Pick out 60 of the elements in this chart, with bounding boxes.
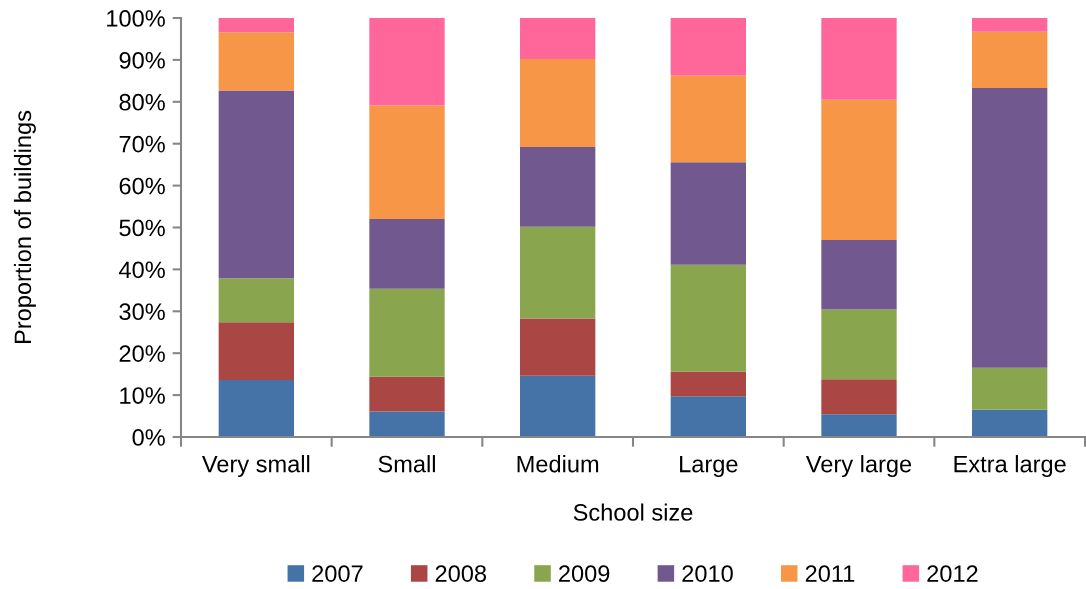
- bar: [218, 90, 294, 279]
- x-tick-label: Very large: [805, 455, 912, 478]
- x-tick-label: Large: [680, 455, 738, 478]
- bar: [972, 87, 1048, 368]
- bar: [972, 409, 1048, 437]
- y-tick-label: 0%: [132, 429, 165, 446]
- legend-label: 2009: [559, 565, 610, 582]
- x-tick-label: Extra large: [954, 455, 1066, 478]
- bar: [670, 264, 746, 372]
- bar: [369, 18, 445, 106]
- bar: [972, 31, 1048, 88]
- bar: [520, 18, 596, 60]
- y-axis-title: Proportion of buildings: [13, 110, 36, 344]
- y-tick-label: 20%: [119, 345, 165, 362]
- y-tick-label: 10%: [120, 387, 165, 404]
- legend-label: 2008: [435, 565, 487, 582]
- legend-label: 2011: [805, 565, 855, 582]
- bar: [670, 396, 746, 437]
- legend-label: 2010: [682, 565, 733, 582]
- bar: [520, 226, 596, 319]
- bar: [821, 309, 897, 380]
- x-tick-label: Small: [378, 455, 435, 473]
- y-tick-label: 50%: [119, 219, 165, 237]
- bar: [218, 380, 294, 437]
- bar: [369, 105, 445, 220]
- bar: [369, 219, 445, 289]
- bar: [218, 322, 294, 381]
- x-axis-title: School size: [573, 503, 693, 521]
- y-tick-label: 30%: [119, 303, 165, 321]
- bar: [218, 18, 294, 33]
- x-tick-label: Very small: [201, 455, 310, 478]
- bar: [218, 32, 294, 91]
- bar: [821, 414, 897, 437]
- bar: [821, 99, 897, 241]
- bar: [218, 278, 294, 323]
- bar: [369, 411, 445, 437]
- y-tick-label: 60%: [119, 177, 165, 195]
- bar: [821, 240, 897, 310]
- bar: [972, 367, 1048, 410]
- bar: [670, 162, 746, 265]
- bar: [369, 288, 445, 377]
- x-tick-label: Medium: [517, 455, 599, 473]
- bar: [520, 375, 596, 437]
- y-tick-label: 100%: [107, 10, 165, 27]
- bar: [821, 379, 897, 415]
- bar: [520, 59, 596, 148]
- bar: [670, 371, 746, 397]
- bar: [821, 18, 897, 100]
- y-tick-label: 40%: [119, 261, 165, 279]
- legend-label: 2007: [312, 565, 363, 582]
- y-tick-label: 90%: [119, 51, 165, 69]
- bar: [520, 147, 596, 227]
- y-tick-label: 80%: [119, 93, 165, 111]
- bar: [670, 18, 746, 76]
- bar: [520, 318, 596, 376]
- bar: [670, 75, 746, 163]
- bar: [972, 18, 1048, 32]
- bar: [369, 376, 445, 412]
- legend-label: 2012: [927, 565, 978, 582]
- y-tick-label: 70%: [119, 135, 165, 153]
